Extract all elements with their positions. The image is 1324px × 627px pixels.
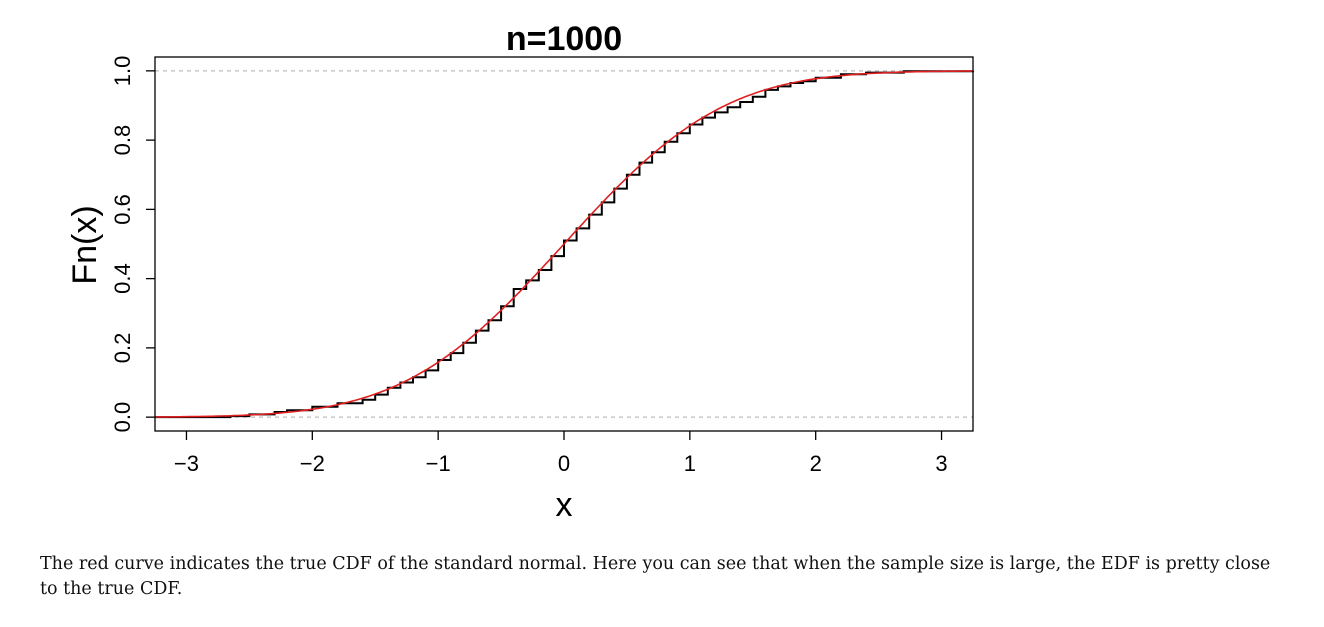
y-tick-label-0: 0.0 [110, 402, 135, 433]
x-tick-label-5: 2 [810, 451, 822, 476]
caption-text: The red curve indicates the true CDF of … [40, 554, 1271, 599]
y-tick-label-3: 0.6 [110, 194, 135, 225]
y-tick-label-2: 0.4 [110, 263, 135, 294]
x-axis-title: x [556, 486, 573, 524]
x-tick-label-1: −2 [300, 451, 325, 476]
x-tick-label-6: 3 [935, 451, 947, 476]
x-tick-label-0: −3 [174, 451, 199, 476]
y-tick-label-4: 0.8 [110, 125, 135, 156]
y-tick-label-5: 1.0 [110, 56, 135, 87]
x-tick-label-2: −1 [426, 451, 451, 476]
edf-chart: n=1000 −3 −2 −1 0 1 2 3 0.0 0.2 0.4 0.6 0.8 1.0 x Fn… [66, 20, 974, 524]
chart-title: n=1000 [506, 20, 622, 58]
x-tick-label-4: 1 [684, 451, 696, 476]
y-axis-title: Fn(x) [66, 205, 104, 284]
x-tick-label-3: 0 [558, 451, 570, 476]
true-cdf-curve [155, 70, 973, 418]
y-tick-label-1: 0.2 [110, 333, 135, 364]
plot-area: −3 −2 −1 0 1 2 3 0.0 0.2 0.4 0.6 0.8 1.0 [110, 56, 974, 476]
edf-step-line [155, 70, 974, 419]
